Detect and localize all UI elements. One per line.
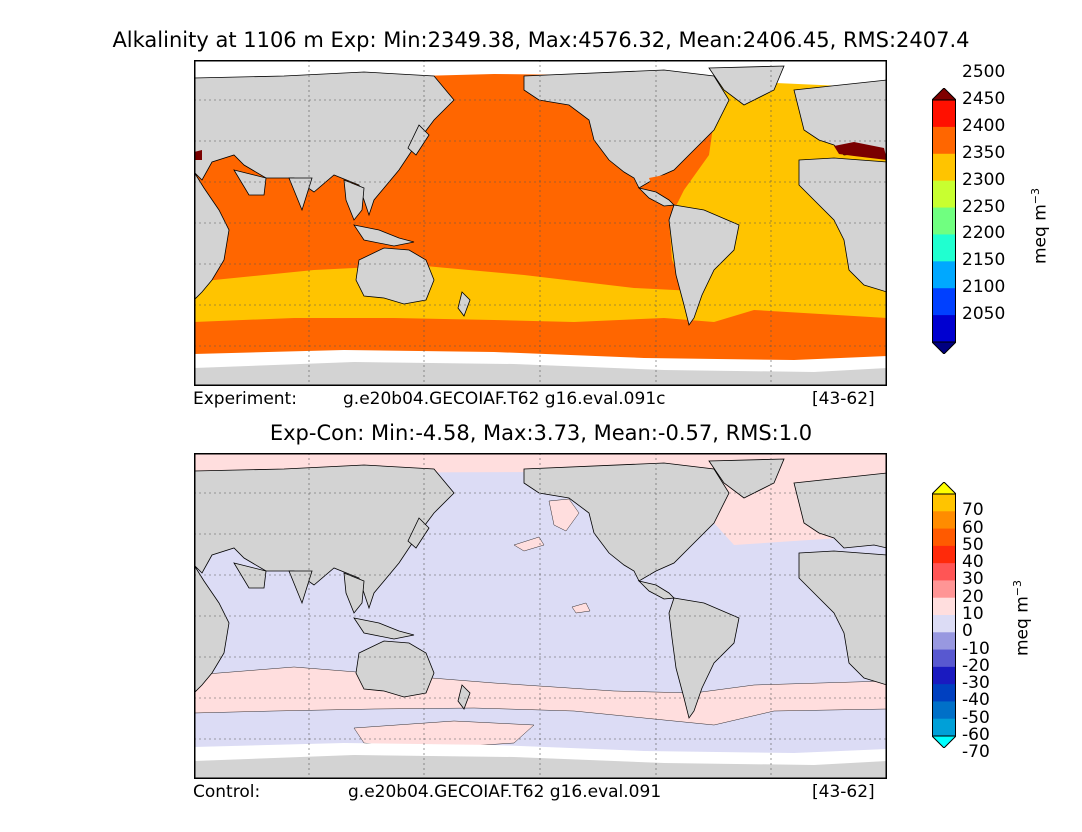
colorbar-0-tick-label: 2300 (962, 169, 1006, 190)
colorbar-1-segment-6 (932, 597, 956, 616)
bottom-footer-case: g.e20b04.GECOIAF.T62 g16.eval.091 (348, 782, 662, 802)
colorbar-0-tick-label: 2500 (962, 62, 1006, 83)
colorbar-1-segment-8 (932, 632, 956, 651)
colorbar-1-tick-label: 20 (962, 586, 984, 607)
colorbar-1-tick-label: -10 (962, 638, 990, 659)
top-colorbar (932, 88, 956, 354)
colorbar-1-tick-label: -70 (962, 742, 990, 763)
colorbar-0-segment-8 (932, 315, 956, 343)
colorbar-0-segment-7 (932, 288, 956, 316)
colorbar-0-tick-label: 2150 (962, 250, 1006, 271)
colorbar-1-tick-label: 40 (962, 552, 984, 573)
colorbar-1-segment-4 (932, 563, 956, 581)
top-land-australia (355, 247, 435, 305)
bottom-colorbar (932, 482, 956, 748)
colorbar-1-tick-label: 30 (962, 569, 984, 590)
colorbar-1-segment-10 (932, 666, 956, 685)
colorbar-0-tick-label: 2200 (962, 223, 1006, 244)
colorbar-1-tick-label: 50 (962, 534, 984, 555)
colorbar-1-tick-label: 70 (962, 500, 984, 521)
colorbar-1-segment-1 (932, 511, 956, 530)
colorbar-0-segment-0 (932, 100, 956, 128)
bottom-map (194, 453, 887, 779)
top-land-eurasia (194, 71, 455, 217)
colorbar-0-tick-label: 2050 (962, 304, 1006, 325)
colorbar-0-segment-1 (932, 126, 956, 155)
top-antarctica (194, 362, 887, 386)
colorbar-0-segment-2 (932, 153, 956, 182)
top-colorbar-units: meq m−3 (1029, 188, 1051, 264)
colorbar-0-tick-label: 2250 (962, 196, 1006, 217)
bottom-footer-label: Control: (193, 782, 261, 802)
colorbar-0-frame (932, 99, 956, 343)
colorbar-0-extend-bottom (932, 341, 956, 354)
bottom-title: Exp-Con: Min:-4.58, Max:3.73, Mean:-0.57… (269, 421, 813, 445)
colorbar-1-segment-12 (932, 701, 956, 720)
colorbar-0-segment-4 (932, 207, 956, 235)
bottom-footer-range: [43-62] (812, 782, 875, 802)
colorbar-1-tick-label: -40 (962, 690, 990, 711)
colorbar-1-segment-7 (932, 615, 956, 633)
colorbar-0-tick-label: 2400 (962, 115, 1006, 136)
colorbar-0-segment-5 (932, 234, 956, 262)
colorbar-1-segment-11 (932, 684, 956, 702)
top-footer-range: [43-62] (812, 389, 875, 409)
colorbar-0-tick-label: 2350 (962, 142, 1006, 163)
top-title: Alkalinity at 1106 m Exp: Min:2349.38, M… (112, 28, 970, 52)
colorbar-1-segment-3 (932, 545, 956, 564)
colorbar-1-tick-label: 60 (962, 517, 984, 538)
colorbar-1-segment-2 (932, 528, 956, 547)
colorbar-0-extend-top (932, 88, 956, 101)
colorbar-1-segment-0 (932, 494, 956, 512)
colorbar-1-tick-label: -50 (962, 707, 990, 728)
top-med-sea (834, 142, 887, 160)
colorbar-1-tick-label: 0 (962, 621, 973, 642)
colorbar-0-tick-label: 2450 (962, 89, 1006, 109)
bottom-colorbar-units: meq m−3 (1011, 580, 1033, 656)
top-land-north-america (523, 69, 730, 189)
colorbar-1-tick-label: 10 (962, 604, 984, 624)
top-footer-case: g.e20b04.GECOIAF.T62 g16.eval.091c (343, 389, 666, 409)
colorbar-1-extend-bottom (932, 735, 956, 748)
top-land-south-america (668, 204, 740, 326)
top-footer-label: Experiment: (193, 389, 297, 409)
colorbar-0-segment-6 (932, 261, 956, 289)
colorbar-1-frame (932, 493, 956, 737)
colorbar-1-tick-label: -30 (962, 673, 990, 694)
colorbar-1-tick-label: -20 (962, 655, 990, 676)
colorbar-1-extend-top (932, 482, 956, 495)
top-map (194, 60, 887, 386)
colorbar-1-segment-5 (932, 580, 956, 599)
colorbar-1-segment-13 (932, 718, 956, 737)
colorbar-1-tick-label: -60 (962, 725, 990, 745)
colorbar-1-segment-9 (932, 649, 956, 668)
colorbar-0-tick-label: 2100 (962, 277, 1006, 298)
colorbar-0-segment-3 (932, 180, 956, 209)
